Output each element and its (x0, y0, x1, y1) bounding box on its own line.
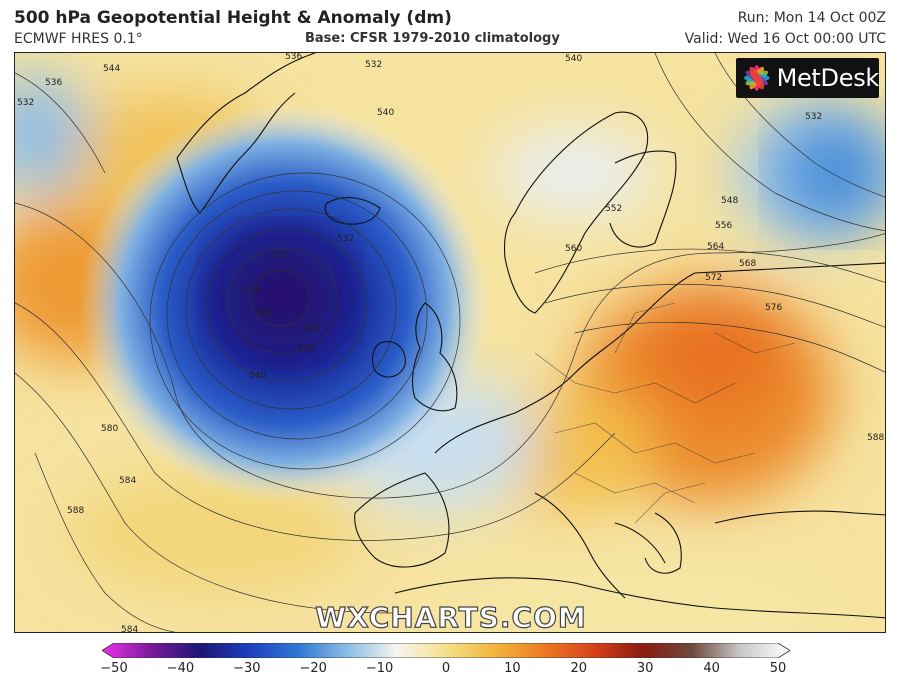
colorbar-tick-label: −30 (233, 661, 261, 676)
contour-label: 532 (17, 98, 34, 108)
colorbar-tick-label: 10 (504, 661, 521, 676)
contour-label: 588 (67, 506, 84, 516)
cold-anomaly-scandinavia-east (780, 118, 885, 228)
colorbar-tick-label: 40 (703, 661, 720, 676)
climatology-base-label: Base: CFSR 1979-2010 climatology (305, 31, 560, 46)
height-contours (15, 53, 885, 632)
contour-labels: 536 532 544 536 532 540 540 532 552 556 … (17, 53, 884, 633)
contour-label: 528 (297, 344, 314, 354)
metdesk-logo-text: MetDesk (776, 64, 880, 92)
colorbar-tick-label: 20 (570, 661, 588, 676)
contour-label: 552 (605, 204, 622, 214)
contour-label: 540 (377, 108, 394, 118)
contour-label: 588 (867, 433, 884, 443)
contour-label: 560 (565, 244, 582, 254)
contour-label: 548 (721, 196, 738, 206)
wxcharts-watermark: WXCHARTS.COM (315, 600, 587, 633)
britain-coast (411, 302, 458, 412)
contour-label: 532 (271, 251, 288, 261)
greenland-coast (176, 53, 316, 214)
contour-label: 584 (119, 476, 136, 486)
contour-label: 572 (705, 273, 722, 283)
contour-label: 532 (337, 234, 354, 244)
colorbar-tick-label: −50 (100, 661, 128, 676)
colorbar-tick-label: −10 (365, 661, 394, 676)
scandinavia-coast (503, 111, 649, 314)
metdesk-logo-icon (743, 65, 770, 91)
finland-coast (609, 150, 677, 248)
ireland-coast (371, 341, 406, 378)
model-label: ECMWF HRES 0.1° (14, 31, 143, 47)
contour-label: 528 (255, 308, 272, 318)
run-time-label: Run: Mon 14 Oct 00Z (737, 10, 886, 26)
colorbar-ticks: −50 −40 −30 −20 −10 0 10 20 30 40 50 (0, 661, 900, 681)
anomaly-map: 536 532 544 536 532 540 540 532 552 556 … (14, 52, 886, 633)
contour-label: 536 (285, 53, 302, 62)
valid-time-label: Valid: Wed 16 Oct 00:00 UTC (684, 31, 886, 47)
anomaly-colorbar (102, 643, 790, 658)
colorbar-tick-label: 50 (769, 661, 787, 676)
iberia-coast (354, 472, 450, 568)
colorbar-tick-label: −20 (299, 661, 327, 676)
contour-label: 540 (249, 371, 266, 381)
contour-label: 584 (121, 625, 138, 633)
iceland-coast (324, 197, 381, 225)
balkans-coast (644, 512, 682, 574)
north-africa-coast (394, 577, 885, 619)
colorbar-gradient (102, 643, 790, 658)
contour-label: 544 (103, 64, 120, 74)
contour-label: 576 (765, 303, 782, 313)
europe-north-coast (434, 262, 885, 454)
country-borders (534, 302, 796, 524)
metdesk-logo: MetDesk (736, 58, 879, 98)
colorbar-tick-label: 30 (636, 661, 654, 676)
colorbar-tick-label: −40 (166, 661, 195, 676)
contour-label: 564 (707, 242, 724, 252)
contour-label: 536 (243, 286, 260, 296)
black-sea-coast (714, 510, 885, 524)
contour-label: 524 (303, 324, 320, 334)
chart-title: 500 hPa Geopotential Height & Anomaly (d… (14, 8, 452, 28)
italy-coast (534, 492, 666, 599)
contour-label: 532 (805, 112, 822, 122)
colorbar-tick-label: 0 (441, 661, 451, 676)
contour-label: 568 (739, 259, 756, 269)
contour-label: 540 (565, 54, 582, 64)
contour-label: 532 (365, 60, 382, 70)
contour-label: 556 (715, 221, 732, 231)
contour-label: 536 (45, 78, 62, 88)
coastlines (176, 53, 885, 619)
contour-label: 580 (101, 424, 118, 434)
map-canvas: 536 532 544 536 532 540 540 532 552 556 … (15, 53, 885, 633)
